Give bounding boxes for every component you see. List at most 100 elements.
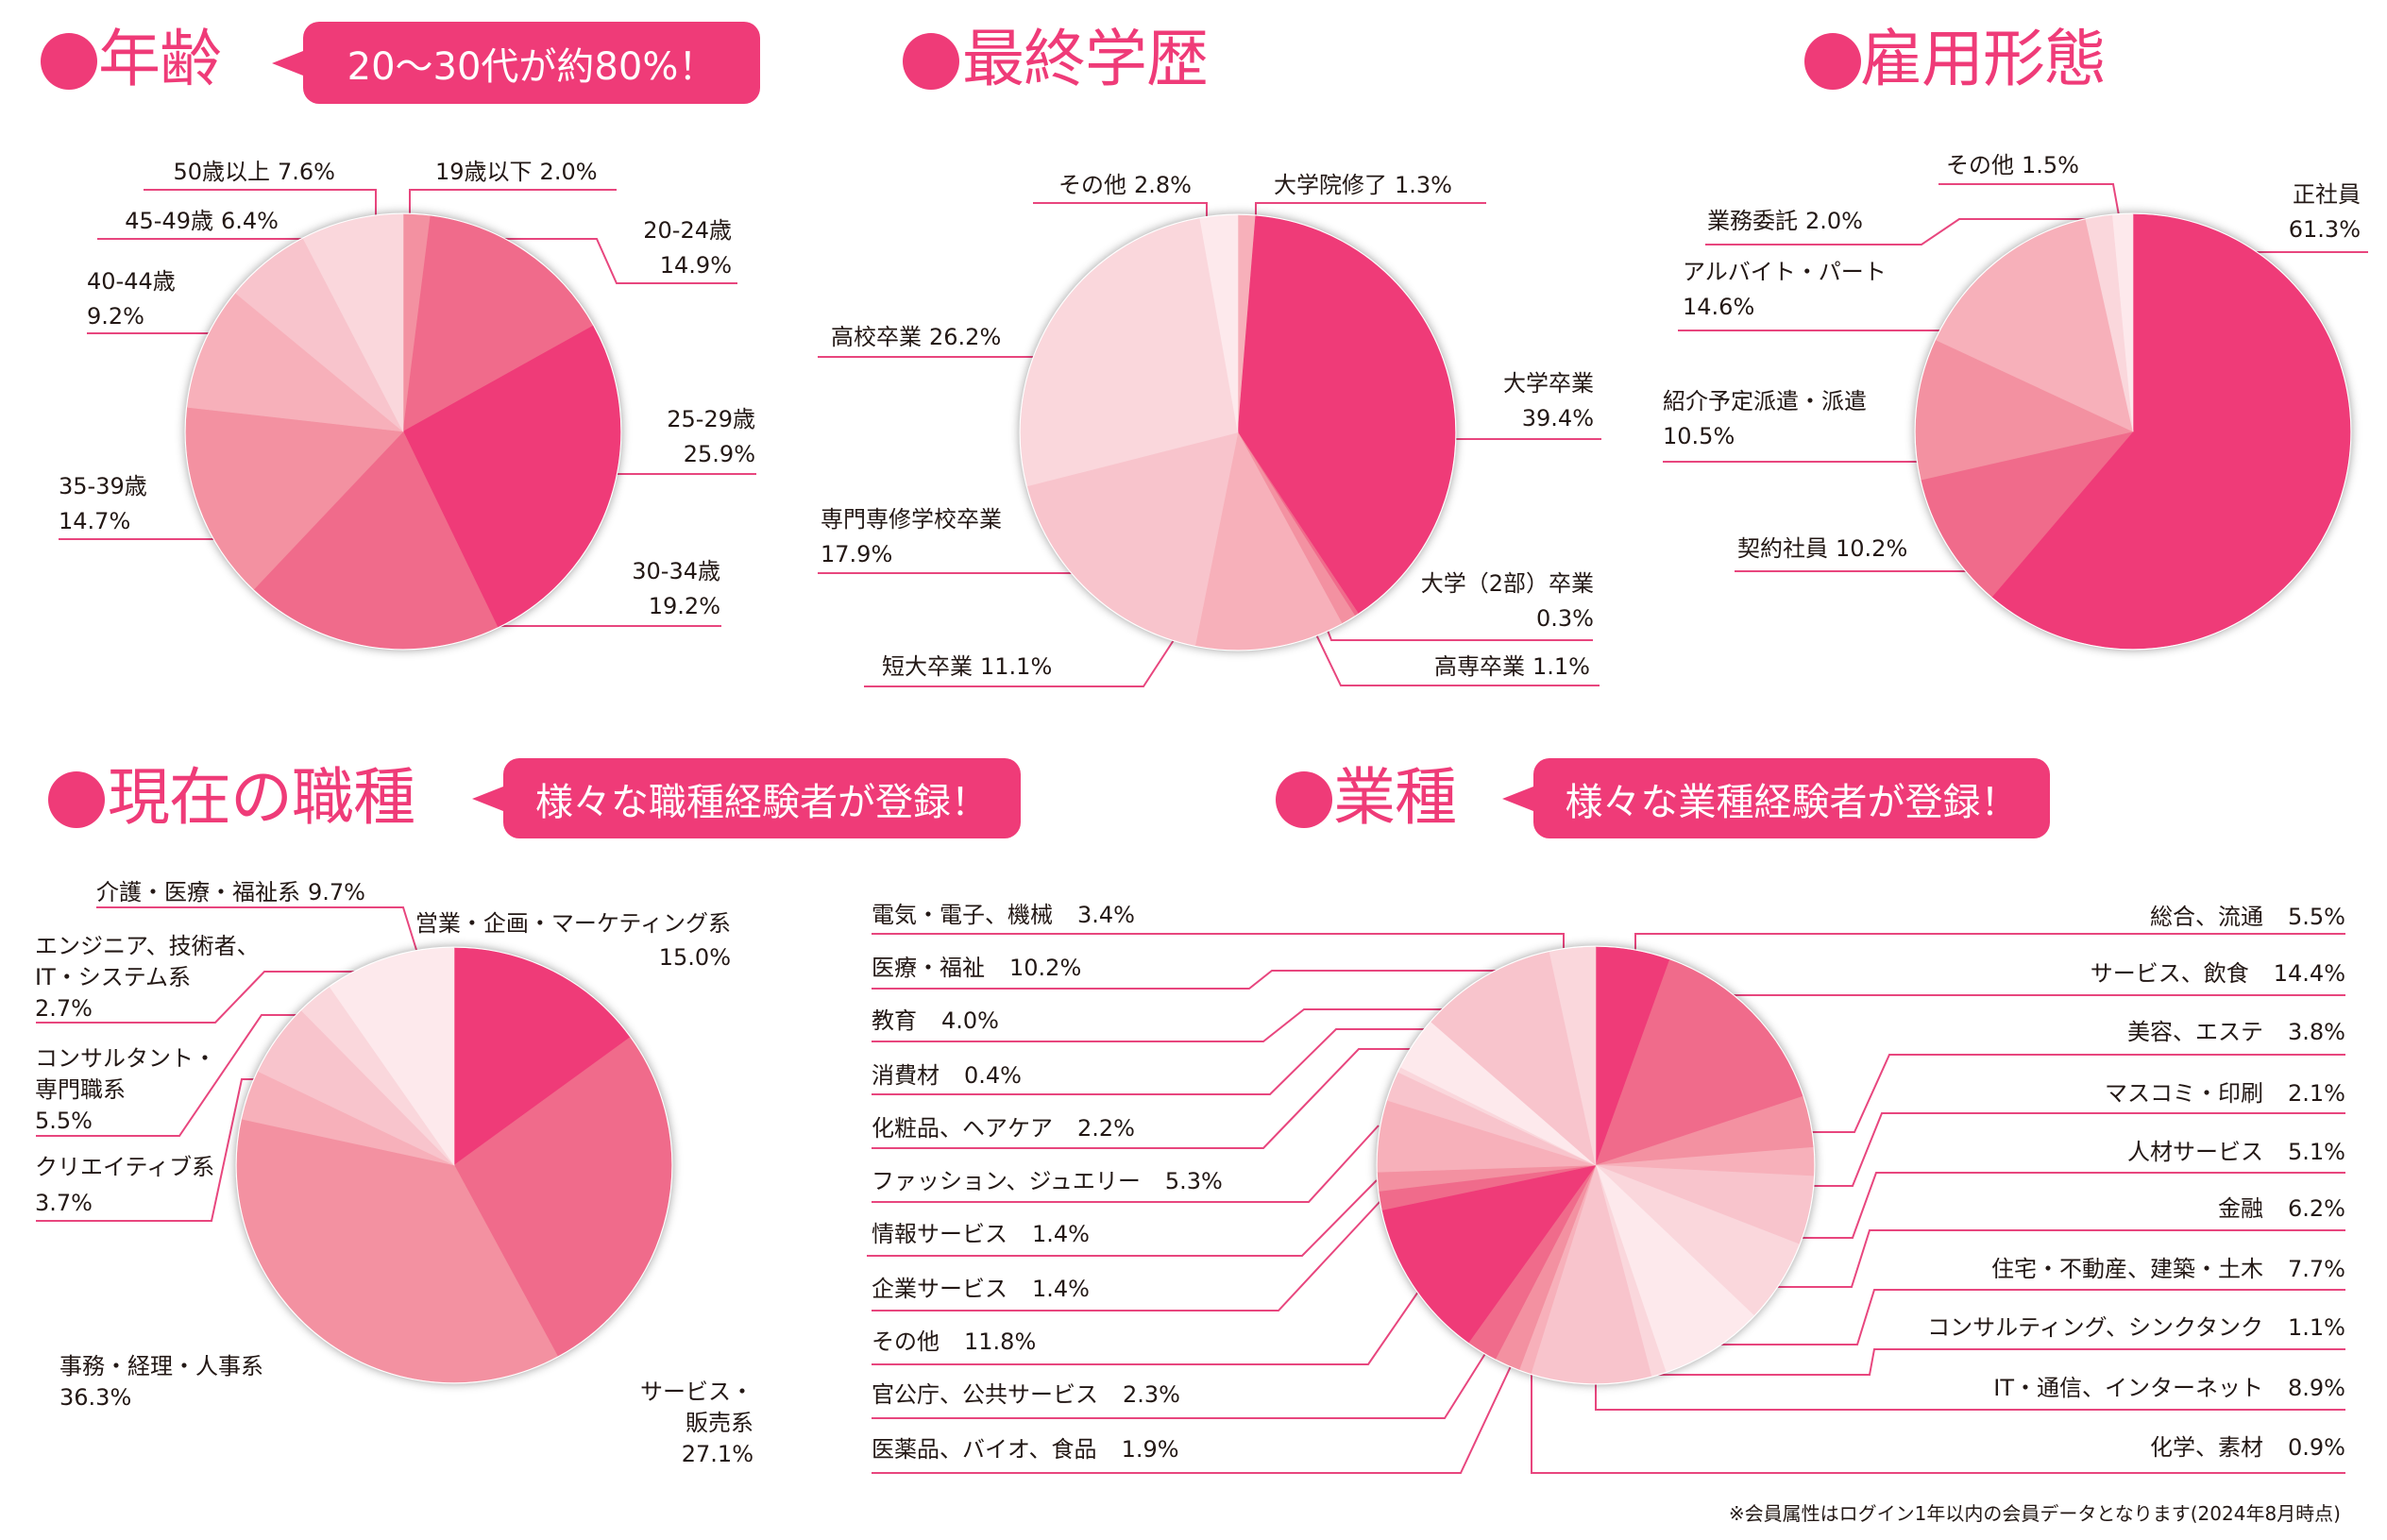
age-pie-slice-5 bbox=[187, 293, 404, 432]
education-label-technical-college: 高専卒業 1.1% bbox=[1434, 650, 1590, 685]
occupation-label-office: 事務・経理・人事系 36.3% bbox=[59, 1351, 263, 1413]
slice-label-value: 36.3% bbox=[59, 1384, 132, 1411]
industry-label-row: コンサルティング、シンクタンク 1.1% bbox=[1927, 1311, 2345, 1345]
slice-label-name: 業務委託 bbox=[1707, 208, 1798, 234]
occupation-pie-slice-0 bbox=[453, 947, 631, 1166]
leader-line-occ-engineer bbox=[36, 971, 356, 1024]
slice-label-name: 官公庁、公共サービス bbox=[872, 1381, 1098, 1408]
leader-line-edu-technical-college bbox=[1313, 630, 1600, 686]
slice-label-value: 1.9% bbox=[1121, 1436, 1179, 1463]
slice-label-value: 1.1% bbox=[1532, 653, 1590, 680]
leader-line-occ-care bbox=[96, 906, 417, 951]
industry-label-row: 企業サービス 1.4% bbox=[872, 1272, 1090, 1307]
employment-pie-slice-2 bbox=[1915, 339, 2134, 481]
education-label-vocational: 専門専修学校卒業 17.9% bbox=[821, 502, 1002, 572]
slice-label-value: 2.0% bbox=[539, 159, 598, 185]
slice-label-value: 17.9% bbox=[821, 541, 893, 567]
slice-label-value: 14.6% bbox=[1683, 294, 1755, 320]
leader-line-age-20-24 bbox=[503, 238, 737, 284]
leader-line-emp-other bbox=[1938, 183, 2120, 216]
leader-line-edu-other bbox=[1033, 202, 1208, 217]
employment-pie-slice-5 bbox=[2112, 213, 2134, 432]
slice-label-value: 14.4% bbox=[2273, 960, 2345, 987]
leader-line-ind-info-service bbox=[867, 1179, 1378, 1257]
slice-label-value: 0.4% bbox=[964, 1062, 1022, 1089]
slice-label-name: 大学（2部）卒業 bbox=[1420, 570, 1594, 597]
leader-line-edu-university-night bbox=[1326, 627, 1593, 641]
slice-label-value: 5.5% bbox=[2288, 904, 2345, 930]
occupation-pie-slice-6 bbox=[329, 947, 455, 1166]
age-pie-slice-2 bbox=[402, 325, 621, 628]
slice-label-name: 40-44歳 bbox=[87, 268, 176, 295]
slice-label-name: 人材サービス bbox=[2127, 1139, 2264, 1165]
slice-label-value: 11.8% bbox=[964, 1328, 1037, 1355]
occupation-callout-text: 様々な職種経験者が登録！ bbox=[535, 780, 989, 824]
slice-label-value: 1.4% bbox=[1032, 1221, 1090, 1247]
slice-label-name: その他 bbox=[872, 1328, 940, 1355]
education-label-university: 大学卒業 39.4% bbox=[1503, 366, 1594, 436]
leader-line-occ-consultant bbox=[36, 1014, 297, 1137]
title-bullet-icon bbox=[48, 771, 105, 828]
industry-label-row: 美容、エステ 3.8% bbox=[2127, 1015, 2345, 1050]
slice-label-name: 専門専修学校卒業 bbox=[821, 506, 1002, 533]
slice-label-name: 正社員 bbox=[2293, 181, 2361, 208]
leader-line-ind-business-service bbox=[872, 1200, 1381, 1312]
slice-label-value: 11.1% bbox=[980, 653, 1053, 680]
industry-pie-slice-12 bbox=[1381, 1164, 1597, 1344]
employment-label-dispatch: 紹介予定派遣・派遣 10.5% bbox=[1663, 384, 1867, 454]
industry-pie-slice-1 bbox=[1595, 959, 1803, 1166]
leader-line-edu-junior-college bbox=[864, 639, 1175, 687]
industry-callout-text: 様々な業種経験者が登録！ bbox=[1565, 780, 2019, 824]
leader-line-ind-pharma bbox=[872, 1365, 1512, 1474]
slice-label-value: 1.1% bbox=[2288, 1314, 2345, 1341]
slice-label-name: 45-49歳 bbox=[125, 208, 214, 234]
employment-label-other: その他 1.5% bbox=[1946, 148, 2079, 183]
employment-pie-slice-3 bbox=[1935, 219, 2134, 432]
callout-pointer-icon bbox=[1502, 786, 1533, 811]
slice-label-value: 10.5% bbox=[1663, 423, 1735, 449]
occupation-label-sales: 営業・企画・マーケティング系 15.0% bbox=[415, 906, 731, 974]
slice-label-name: 大学卒業 bbox=[1503, 370, 1594, 397]
slice-label-name: 大学院修了 bbox=[1274, 172, 1387, 198]
industry-pie-slice-20 bbox=[1549, 946, 1597, 1166]
industry-pie-slice-19 bbox=[1431, 951, 1597, 1166]
slice-label-value: 2.7% bbox=[35, 995, 93, 1022]
slice-label-value: 2.1% bbox=[2288, 1080, 2345, 1107]
occupation-callout-bubble: 様々な職種経験者が登録！ bbox=[472, 758, 1021, 838]
leader-line-ind-medical bbox=[872, 970, 1497, 990]
industry-pie-slice-8 bbox=[1531, 1163, 1652, 1384]
occupation-label-creative: クリエイティブ系 3.7% bbox=[35, 1149, 214, 1221]
age-label-25-29: 25-29歳 25.9% bbox=[667, 402, 755, 472]
slice-label-value: 39.4% bbox=[1521, 405, 1594, 432]
age-label-35-39: 35-39歳 14.7% bbox=[59, 469, 147, 539]
slice-label-name: 営業・企画・マーケティング系 bbox=[415, 910, 731, 937]
slice-label-value: 2.0% bbox=[1805, 208, 1863, 234]
education-pie-slice-7 bbox=[1199, 214, 1239, 433]
slice-label-name: 短大卒業 bbox=[882, 653, 973, 680]
age-callout-text: 20～30代が約80%！ bbox=[347, 44, 717, 89]
slice-label-name: 30-34歳 bbox=[632, 558, 720, 584]
title-bullet-icon bbox=[1276, 771, 1332, 828]
leader-line-ind-cosmetics bbox=[872, 1048, 1412, 1149]
industry-label-row: 電気・電子、機械 3.4% bbox=[872, 898, 1135, 933]
slice-label-name: 電気・電子、機械 bbox=[872, 902, 1053, 928]
industry-section-title: 業種 bbox=[1333, 761, 1457, 834]
slice-label-name: 事務・経理・人事系 bbox=[59, 1353, 263, 1379]
leader-line-ind-general-trade bbox=[1634, 933, 2345, 951]
industry-pie-slice-6 bbox=[1595, 1164, 1754, 1373]
industry-pie-chart bbox=[1376, 945, 1816, 1385]
industry-label-row: 化粧品、ヘアケア 2.2% bbox=[872, 1111, 1135, 1146]
education-label-highschool: 高校卒業 26.2% bbox=[831, 320, 1001, 355]
age-label-20-24: 20-24歳 14.9% bbox=[643, 213, 732, 283]
slice-label-value: 61.3% bbox=[2288, 216, 2361, 243]
age-pie-chart bbox=[184, 212, 622, 651]
slice-label-value: 9.2% bbox=[87, 303, 144, 330]
slice-label-value: 2.3% bbox=[1123, 1381, 1180, 1408]
slice-label-name: 19歳以下 bbox=[435, 159, 533, 185]
leader-line-ind-electric bbox=[872, 933, 1565, 950]
slice-label-value: 5.3% bbox=[1164, 1168, 1223, 1194]
slice-label-value: 6.2% bbox=[2288, 1195, 2345, 1222]
slice-label-name: 化学、素材 bbox=[2150, 1434, 2264, 1461]
occupation-section-title: 現在の職種 bbox=[108, 761, 415, 834]
